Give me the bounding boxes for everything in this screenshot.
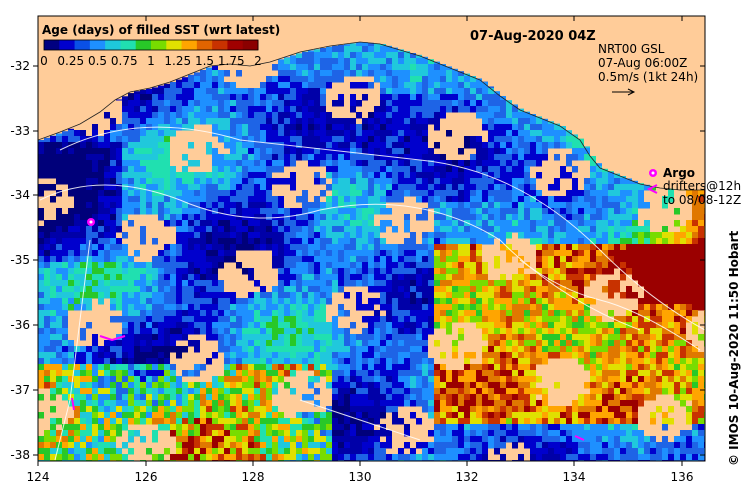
x-tick-label: 128 (242, 470, 265, 484)
x-tick-label: 132 (456, 470, 479, 484)
coastline (38, 41, 705, 191)
x-tick-label: 136 (671, 470, 694, 484)
y-tick-label: -34 (10, 188, 30, 202)
float-legend: Argo drifters@12h to 08/08-12Z (646, 166, 741, 207)
colorbar-tick-label: 1 (147, 54, 155, 68)
credit-text: © IMOS 10-Aug-2020 11:50 Hobart (727, 230, 741, 466)
colorbar-tick-label: 1.25 (164, 54, 191, 68)
colorbar-swatch (135, 40, 152, 50)
colorbar-tick-label: 1.75 (218, 54, 245, 68)
plot-frame (37, 15, 706, 462)
info-line-3: 0.5m/s (1kt 24h) (598, 70, 698, 84)
colorbar-swatch (44, 40, 60, 50)
colorbar-frame (43, 39, 259, 51)
drifters-label-2: to 08/08-12Z (663, 193, 741, 207)
map-title: 07-Aug-2020 04Z (470, 29, 596, 44)
x-tick-label: 134 (563, 470, 586, 484)
colorbar-title: Age (days) of filled SST (wrt latest) (42, 23, 280, 37)
info-line-2: 07-Aug 06:00Z (598, 56, 687, 70)
y-tick-label: -37 (10, 383, 30, 397)
sst-age-field (38, 42, 705, 461)
argo-floats (87, 218, 95, 226)
colorbar-swatch (212, 40, 228, 50)
x-tick-label: 124 (27, 470, 50, 484)
info-line-1: NRT00 GSL (598, 42, 665, 56)
colorbar-swatch (196, 40, 213, 50)
y-tick-label: -38 (10, 448, 30, 462)
colorbar-swatch (120, 40, 137, 50)
y-tick-label: -32 (10, 59, 30, 73)
info-block: NRT00 GSL 07-Aug 06:00Z 0.5m/s (1kt 24h) (598, 42, 698, 96)
colorbar-tick-label: 1.5 (195, 54, 214, 68)
x-axis: 124 126 128 130 132 134 136 (27, 16, 694, 484)
drifter-marker-icon (646, 184, 658, 194)
colorbar-swatch (105, 40, 121, 50)
y-tick-label: -33 (10, 124, 30, 138)
drifters-label-1: drifters@12h (663, 179, 741, 193)
argo-label: Argo (663, 166, 695, 180)
colorbar-tick-label: 0.5 (88, 54, 107, 68)
argo-marker-icon (649, 169, 657, 177)
colorbar-tick-label: 0 (40, 54, 48, 68)
colorbar-swatch (166, 40, 183, 50)
colorbar-tick-label: 0.75 (111, 54, 138, 68)
colorbar-tick-label: 2 (254, 54, 262, 68)
colorbar-swatch (89, 40, 106, 50)
y-tick-label: -36 (10, 318, 30, 332)
velocity-scale-arrow-icon (612, 88, 636, 96)
bathymetry-contours (39, 126, 705, 461)
y-axis: -32 -33 -34 -35 -36 -37 -38 (10, 59, 705, 462)
colorbar-swatch (181, 40, 198, 50)
colorbar-swatch (151, 40, 167, 50)
colorbar-swatch (59, 40, 76, 50)
x-tick-label: 126 (135, 470, 158, 484)
drifter-tracks (71, 335, 585, 441)
colorbar-swatch (74, 40, 91, 50)
y-tick-label: -35 (10, 253, 30, 267)
colorbar-swatch (242, 40, 259, 50)
colorbar-swatch (227, 40, 244, 50)
x-tick-label: 130 (349, 470, 372, 484)
colorbar-tick-label: 0.25 (57, 54, 84, 68)
